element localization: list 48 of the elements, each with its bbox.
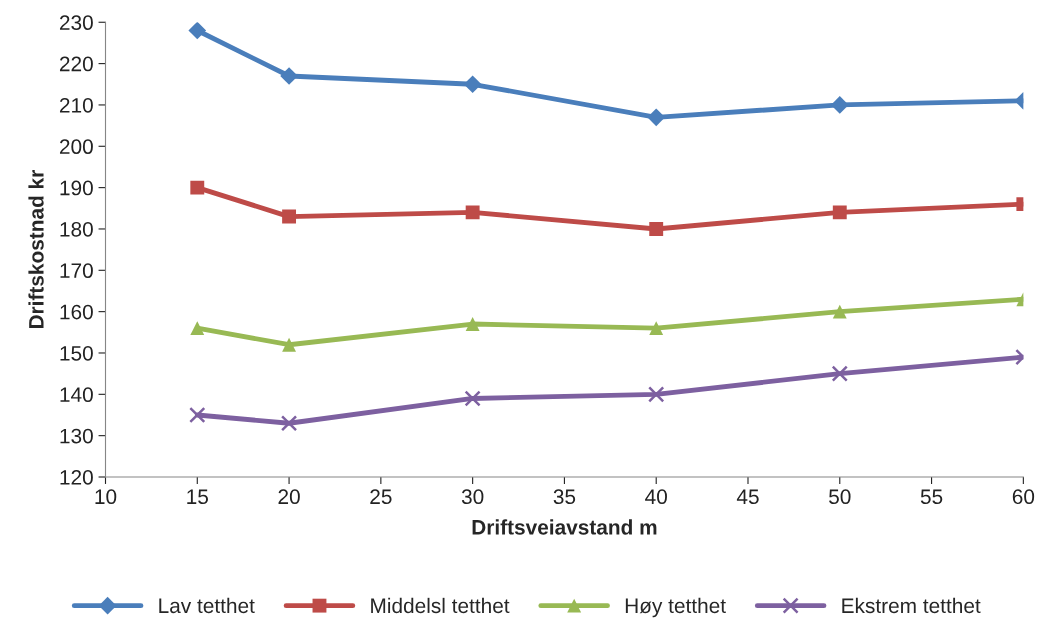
legend-label: Lav tetthet bbox=[159, 597, 255, 614]
y-axis-title: Driftskostnad kr bbox=[28, 170, 44, 329]
point bbox=[190, 180, 205, 195]
point bbox=[832, 304, 847, 319]
y-tick-label: 160 bbox=[60, 304, 93, 320]
point bbox=[190, 321, 205, 336]
x-tick-label: 55 bbox=[920, 489, 943, 505]
point bbox=[188, 22, 207, 40]
y-tick-label: 210 bbox=[59, 97, 93, 113]
y-tick-label: 150 bbox=[60, 345, 93, 361]
y-tick-label: 200 bbox=[59, 139, 93, 155]
y-tick-label: 190 bbox=[60, 180, 93, 196]
legend-label: Høy tetthet bbox=[625, 597, 726, 618]
point bbox=[649, 321, 664, 336]
point bbox=[282, 337, 297, 352]
point bbox=[280, 415, 298, 432]
point bbox=[464, 390, 481, 407]
y-tick-label: 120 bbox=[60, 470, 93, 485]
point bbox=[648, 386, 665, 403]
point bbox=[282, 209, 297, 224]
y-tick-label: 140 bbox=[60, 387, 93, 403]
point bbox=[280, 67, 298, 85]
y-tick-label: 170 bbox=[60, 263, 93, 279]
point bbox=[465, 205, 480, 220]
point bbox=[832, 205, 847, 220]
y-tick-label: 230 bbox=[59, 15, 93, 31]
point bbox=[463, 75, 482, 94]
point bbox=[831, 365, 848, 382]
x-tick-label: 10 bbox=[95, 489, 117, 505]
x-tick-label: 25 bbox=[370, 489, 392, 505]
point bbox=[465, 317, 480, 331]
x-tick-label: 60 bbox=[1012, 489, 1035, 505]
point bbox=[189, 406, 206, 424]
y-tick-label: 220 bbox=[59, 56, 93, 72]
y-tick-label: 130 bbox=[60, 428, 93, 444]
y-tick-label: 180 bbox=[60, 221, 93, 237]
x-tick-label: 30 bbox=[461, 489, 484, 505]
legend-label: Ekstrem tetthet bbox=[842, 597, 981, 614]
point bbox=[647, 108, 666, 127]
x-tick-label: 15 bbox=[187, 489, 208, 505]
legend-label: Middelsl tetthet bbox=[371, 597, 510, 614]
x-tick-label: 20 bbox=[278, 489, 300, 505]
x-tick-label: 35 bbox=[553, 489, 576, 505]
x-tick-label: 50 bbox=[829, 489, 851, 505]
x-axis-title: Driftsveiavstand m bbox=[472, 519, 657, 535]
x-tick-label: 40 bbox=[645, 489, 667, 505]
point bbox=[649, 222, 664, 236]
x-tick-label: 45 bbox=[736, 489, 759, 505]
